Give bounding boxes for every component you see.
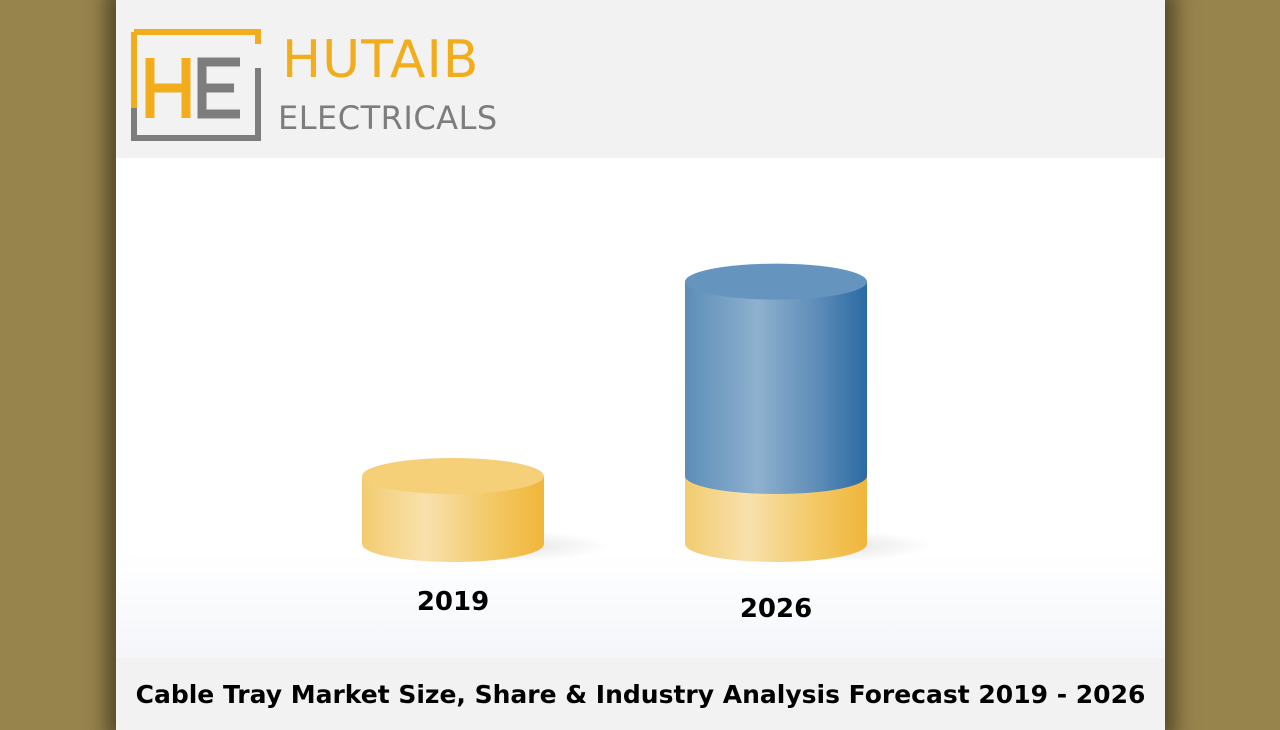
bar-growth-segment (685, 281, 867, 494)
brand-subtitle: ELECTRICALS (278, 99, 498, 137)
x-tick-label: 2026 (740, 594, 812, 624)
x-tick-label: 2019 (417, 587, 489, 617)
chart-area: 2019 2026 (116, 158, 1165, 658)
bar-top (685, 263, 867, 300)
bar-2019 (362, 458, 609, 562)
brand-name: HUTAIB (282, 30, 480, 90)
bar-base-segment (685, 476, 867, 562)
footer: Cable Tray Market Size, Share & Industry… (116, 658, 1165, 730)
content-card: HUTAIB ELECTRICALS (116, 0, 1165, 730)
hutaib-logo-icon (131, 29, 261, 141)
bar-chart: 2019 2026 (116, 263, 1165, 658)
chart-title: Cable Tray Market Size, Share & Industry… (135, 679, 1146, 709)
bar-base-segment (362, 476, 544, 562)
header: HUTAIB ELECTRICALS (116, 0, 1165, 158)
bar-2026 (685, 263, 932, 562)
bar-top (362, 458, 544, 494)
